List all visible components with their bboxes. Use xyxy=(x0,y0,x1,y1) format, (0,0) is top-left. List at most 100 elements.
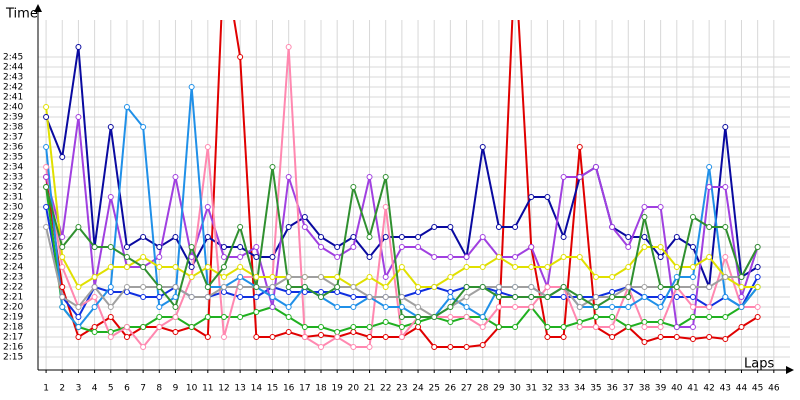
data-point xyxy=(318,294,325,300)
data-point xyxy=(463,264,470,270)
x-tick-label: 22 xyxy=(380,384,391,394)
data-point xyxy=(415,304,422,310)
y-tick-label: 2:32 xyxy=(3,183,23,193)
data-point xyxy=(59,284,66,290)
data-point xyxy=(91,324,98,330)
data-point xyxy=(576,304,583,310)
data-point xyxy=(123,334,130,340)
data-point xyxy=(706,284,713,290)
data-point xyxy=(673,234,680,240)
data-point xyxy=(318,274,325,280)
y-tick-label: 2:17 xyxy=(3,333,23,343)
data-point xyxy=(285,304,292,310)
data-point xyxy=(576,294,583,300)
data-point xyxy=(350,184,357,190)
data-point xyxy=(512,294,519,300)
data-point xyxy=(754,304,761,310)
data-point xyxy=(382,319,389,325)
data-point xyxy=(754,274,761,280)
x-tick-label: 20 xyxy=(348,384,360,394)
x-axis-arrow xyxy=(786,366,794,374)
data-point xyxy=(204,314,211,320)
data-point xyxy=(366,344,373,350)
y-tick-label: 2:28 xyxy=(3,223,23,233)
data-point xyxy=(301,274,308,280)
data-point xyxy=(479,264,486,270)
x-tick-label: 5 xyxy=(108,384,114,394)
data-point xyxy=(91,244,98,250)
data-point xyxy=(366,234,373,240)
data-point xyxy=(382,284,389,290)
data-point xyxy=(318,244,325,250)
data-point xyxy=(625,284,632,290)
data-point xyxy=(269,284,276,290)
data-point xyxy=(253,334,260,340)
data-point xyxy=(91,329,98,335)
data-point xyxy=(398,314,405,320)
data-point xyxy=(431,254,438,260)
data-point xyxy=(334,289,341,295)
data-point xyxy=(301,214,308,220)
data-point xyxy=(220,264,227,270)
data-point xyxy=(641,319,648,325)
data-point xyxy=(334,244,341,250)
data-point xyxy=(528,304,535,310)
data-point xyxy=(398,294,405,300)
data-point xyxy=(528,194,535,200)
data-point xyxy=(447,289,454,295)
data-point xyxy=(188,324,195,330)
data-point xyxy=(43,184,50,190)
data-point xyxy=(107,334,114,340)
data-point xyxy=(59,294,66,300)
y-tick-label: 2:37 xyxy=(3,133,23,143)
data-point xyxy=(463,344,470,350)
data-point xyxy=(609,224,616,230)
data-point xyxy=(301,224,308,230)
data-point xyxy=(382,204,389,210)
data-point xyxy=(75,324,82,330)
data-point xyxy=(609,334,616,340)
data-point xyxy=(641,234,648,240)
data-point xyxy=(43,204,50,210)
x-tick-label: 8 xyxy=(156,384,162,394)
data-point xyxy=(415,244,422,250)
x-tick-label: 40 xyxy=(671,384,683,394)
data-point xyxy=(188,294,195,300)
data-point xyxy=(657,304,664,310)
data-point xyxy=(479,284,486,290)
data-point xyxy=(107,264,114,270)
data-point xyxy=(625,294,632,300)
x-tick-label: 39 xyxy=(655,384,667,394)
data-point xyxy=(431,224,438,230)
x-tick-label: 12 xyxy=(218,384,229,394)
data-point xyxy=(172,304,179,310)
data-point xyxy=(560,234,567,240)
data-point xyxy=(625,244,632,250)
data-point xyxy=(269,294,276,300)
data-point xyxy=(75,304,82,310)
x-tick-label: 11 xyxy=(202,384,213,394)
data-point xyxy=(204,204,211,210)
x-tick-label: 31 xyxy=(526,384,537,394)
data-point xyxy=(59,244,66,250)
data-point xyxy=(269,304,276,310)
y-tick-label: 2:35 xyxy=(3,153,23,163)
data-point xyxy=(657,294,664,300)
data-point xyxy=(172,294,179,300)
data-point xyxy=(641,214,648,220)
data-point xyxy=(673,334,680,340)
data-point xyxy=(59,264,66,270)
data-point xyxy=(592,304,599,310)
data-point xyxy=(447,294,454,300)
data-point xyxy=(156,264,163,270)
data-point xyxy=(91,304,98,310)
data-point xyxy=(609,289,616,295)
y-tick-label: 2:25 xyxy=(3,253,23,263)
data-point xyxy=(415,314,422,320)
data-point xyxy=(107,194,114,200)
data-point xyxy=(253,284,260,290)
data-point xyxy=(382,294,389,300)
data-point xyxy=(625,234,632,240)
data-point xyxy=(269,334,276,340)
